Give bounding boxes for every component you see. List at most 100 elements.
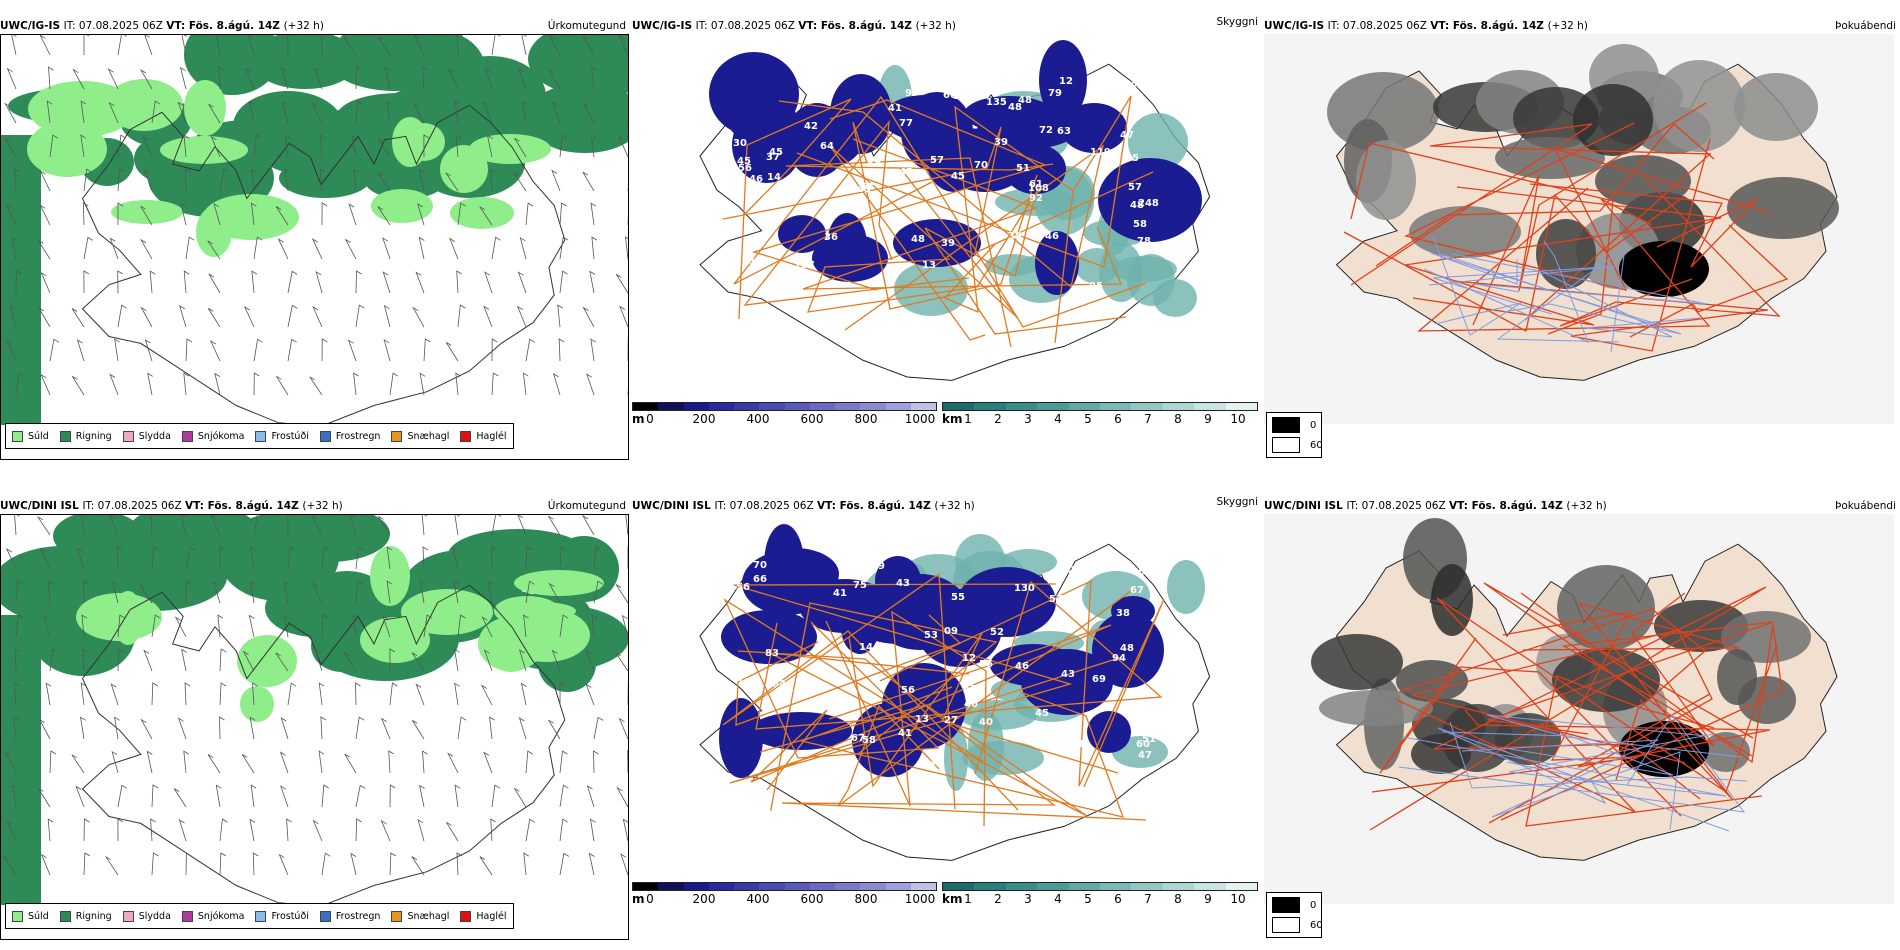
colorbar-tick: 8 — [1174, 892, 1182, 906]
colorbar-tick: 8 — [1174, 412, 1182, 426]
wind-barb — [355, 546, 364, 570]
wind-barb — [382, 237, 391, 260]
wind-barb — [208, 103, 221, 124]
wind-barb — [457, 304, 466, 328]
wind-barb — [39, 170, 51, 192]
visibility-colorbar: km 1 2 3 4 5 6 7 8 9 10 — [942, 882, 1258, 906]
wind-barb — [618, 35, 628, 56]
colorbar-tick: 3 — [1024, 892, 1032, 906]
wind-barb — [249, 716, 256, 740]
colorbar-cell — [885, 403, 911, 410]
ceiling-value-label: 66 — [753, 574, 767, 585]
panel-label: Þokuábendi — [1835, 20, 1896, 32]
wind-barb — [71, 754, 85, 774]
wind-barb — [219, 648, 227, 672]
wind-barb — [622, 818, 628, 842]
wind-barb — [548, 35, 561, 56]
wind-barb — [378, 515, 391, 536]
wind-barb — [39, 35, 51, 56]
wind-barbs — [4, 35, 628, 396]
ceiling-value-label: 53 — [924, 630, 938, 641]
drizzle-blob — [469, 134, 551, 164]
wind-barb — [83, 818, 90, 842]
road — [735, 614, 962, 726]
wind-barbs — [3, 515, 628, 876]
wind-barb — [551, 649, 561, 672]
road — [738, 98, 852, 320]
precip-legend-label: Rigning — [75, 910, 112, 922]
wind-barb — [5, 547, 17, 570]
ceiling-value-label: 14 — [767, 172, 781, 183]
ceiling-blob — [750, 712, 852, 750]
wind-barb — [484, 271, 493, 294]
wind-barb — [454, 100, 461, 124]
road — [1379, 637, 1682, 817]
ceiling-value-label: 56 — [953, 91, 967, 102]
precip-legend-swatch — [460, 910, 472, 922]
wind-barb — [185, 546, 196, 570]
wind-barb — [517, 67, 527, 90]
wind-barb — [456, 270, 462, 294]
precip-legend-item: Frostregn — [319, 910, 380, 922]
precip-legend-item: Snjókoma — [181, 910, 244, 922]
wind-barb — [150, 818, 156, 842]
visibility-unit: km — [942, 412, 963, 426]
it-label: IT: 07.08.2025 06Z — [714, 500, 818, 512]
precip-legend-swatch — [391, 910, 403, 922]
colorbar-cell — [1162, 883, 1195, 890]
wind-barb — [173, 788, 187, 808]
visibility-blob — [1167, 560, 1205, 614]
river — [1542, 271, 1701, 338]
ceiling-blob — [926, 124, 982, 192]
model-name: UWC/IG-IS — [0, 20, 64, 32]
precip-legend-swatch — [59, 910, 71, 922]
roads — [722, 572, 1165, 827]
precip-legend-swatch — [460, 430, 472, 442]
visibility-color-strip — [942, 882, 1258, 891]
ceiling-value-label: 72 — [1039, 125, 1053, 136]
ceiling-unit: m — [632, 412, 645, 426]
wind-barb — [588, 852, 595, 876]
wind-barb — [422, 750, 428, 774]
precip-legend-label: Haglél — [476, 910, 507, 922]
model-name: UWC/DINI ISL — [0, 500, 83, 512]
wind-barb — [585, 649, 595, 672]
wind-barb — [149, 270, 156, 294]
wind-barb — [117, 168, 125, 192]
wind-barb — [207, 308, 221, 328]
wind-barb — [582, 306, 595, 328]
wind-barb — [287, 546, 296, 570]
vt-label: VT: Fös. 8.ágú. 14Z — [166, 20, 284, 32]
precip-type-panel: UWC/DINI ISL IT: 07.08.2025 06Z VT: Fös.… — [0, 480, 630, 950]
panel-label: Skyggni — [1216, 16, 1259, 28]
wind-barb — [320, 716, 327, 740]
wind-barb — [280, 785, 289, 808]
ceiling-value-label: 61 — [1029, 179, 1043, 190]
drizzle-blob — [429, 594, 485, 612]
ceiling-value-label: 51 — [1016, 163, 1030, 174]
wind-barb — [491, 338, 498, 362]
fog-blob — [1311, 634, 1403, 690]
ceiling-colorbar: m 0 200 400 600 800 1000 — [632, 402, 937, 426]
it-label: IT: 07.08.2025 06Z — [1327, 20, 1431, 32]
wind-barb — [380, 717, 391, 740]
visibility-panel: UWC/DINI ISL IT: 07.08.2025 06Z VT: Fös.… — [632, 480, 1262, 950]
ceiling-blob — [1039, 40, 1087, 120]
wind-barb — [559, 750, 568, 774]
colorbar-cell — [910, 403, 936, 410]
wind-barb — [490, 818, 496, 842]
wind-barb — [117, 614, 126, 638]
precip-legend-item: Rigning — [59, 430, 112, 442]
wind-barb — [548, 515, 561, 536]
wind-barb — [209, 339, 221, 362]
precip-type-legend: Súld Rigning Slydda Snjókoma Frostúði Frostre… — [5, 903, 514, 929]
ceiling-value-label: 46 — [1015, 661, 1029, 672]
road — [1529, 183, 1758, 268]
road — [1350, 142, 1614, 335]
ceiling-value-label: 67 — [1130, 585, 1144, 596]
precip-legend-item: Haglél — [460, 910, 507, 922]
wind-barb — [559, 784, 569, 808]
wind-barb — [83, 168, 92, 192]
ceiling-value-label: 144 — [859, 642, 880, 653]
ceiling-value-label: 108 — [1028, 183, 1049, 194]
